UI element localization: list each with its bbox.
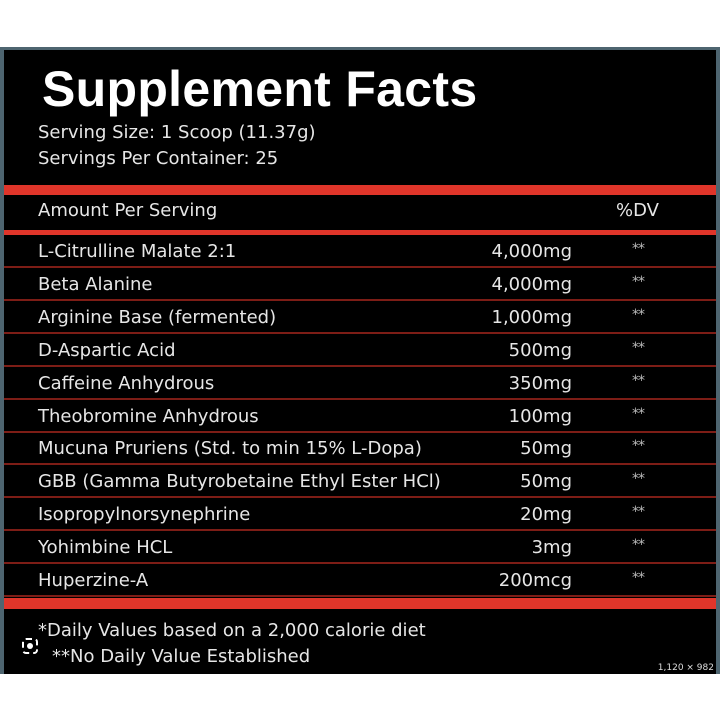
ingredient-name: Arginine Base (fermented) <box>38 306 277 328</box>
divider-header <box>4 230 716 235</box>
ingredient-dv: ** <box>632 537 645 554</box>
ingredient-name: D-Aspartic Acid <box>38 339 176 361</box>
ingredient-amount: 200mcg <box>498 570 572 591</box>
image-dimensions: 1,120 × 982 <box>657 663 714 673</box>
divider-thick <box>4 185 716 195</box>
ingredient-name: Theobromine Anhydrous <box>38 405 259 427</box>
ingredient-amount: 3mg <box>531 537 572 559</box>
ingredient-amount: 50mg <box>520 471 572 493</box>
ingredient-dv: ** <box>632 339 645 356</box>
servings-per-container: Servings Per Container: 25 <box>38 148 279 169</box>
footnote-no-dv: **No Daily Value Established <box>52 646 311 667</box>
ingredient-amount: 100mg <box>508 405 572 427</box>
ingredient-dv: ** <box>632 241 645 257</box>
ingredient-row: Caffeine Anhydrous 350mg ** <box>4 368 716 400</box>
label-body: Supplement Facts Serving Size: 1 Scoop (… <box>4 50 716 674</box>
supplement-facts-panel: Supplement Facts Serving Size: 1 Scoop (… <box>0 47 720 674</box>
ingredient-amount: 1,000mg <box>491 306 573 328</box>
ingredient-row: Arginine Base (fermented) 1,000mg ** <box>4 302 716 334</box>
label-title: Supplement Facts <box>42 61 478 117</box>
dv-header: %DV <box>616 200 659 221</box>
ingredient-name: GBB (Gamma Butyrobetaine Ethyl Ester HCl… <box>38 471 441 493</box>
ingredient-dv: ** <box>632 372 645 389</box>
ingredient-dv: ** <box>632 471 645 488</box>
ingredient-amount: 50mg <box>520 438 572 460</box>
ingredient-row: GBB (Gamma Butyrobetaine Ethyl Ester HCl… <box>4 466 716 499</box>
ingredient-dv: ** <box>632 306 645 323</box>
ingredient-row: Isopropylnorsynephrine 20mg ** <box>4 499 716 532</box>
footnote-daily-values: *Daily Values based on a 2,000 calorie d… <box>38 620 426 641</box>
ingredient-name: L-Citrulline Malate 2:1 <box>38 241 237 262</box>
ingredient-row: Huperzine-A 200mcg ** <box>4 565 716 597</box>
ingredient-name: Beta Alanine <box>38 273 153 295</box>
ingredient-row: Theobromine Anhydrous 100mg ** <box>4 401 716 433</box>
ingredient-dv: ** <box>632 273 645 290</box>
ingredient-dv: ** <box>632 438 645 455</box>
ingredient-row: D-Aspartic Acid 500mg ** <box>4 335 716 367</box>
ingredient-row: Beta Alanine 4,000mg ** <box>4 269 716 301</box>
visual-search-icon[interactable] <box>22 638 38 654</box>
ingredient-dv: ** <box>632 504 645 521</box>
ingredient-name: Caffeine Anhydrous <box>38 372 215 394</box>
ingredient-row: L-Citrulline Malate 2:1 4,000mg ** <box>4 236 716 268</box>
ingredient-name: Isopropylnorsynephrine <box>38 504 251 526</box>
ingredient-row: Mucuna Pruriens (Std. to min 15% L-Dopa)… <box>4 433 716 466</box>
ingredient-amount: 20mg <box>520 504 572 526</box>
ingredient-row: Yohimbine HCL 3mg ** <box>4 532 716 565</box>
ingredient-name: Mucuna Pruriens (Std. to min 15% L-Dopa) <box>38 438 422 460</box>
ingredient-dv: ** <box>632 405 645 422</box>
amount-per-serving-header: Amount Per Serving <box>38 200 218 221</box>
ingredient-dv: ** <box>632 570 645 586</box>
divider-bottom <box>4 598 716 609</box>
ingredient-amount: 350mg <box>508 372 572 394</box>
ingredient-name: Yohimbine HCL <box>38 537 173 559</box>
ingredient-amount: 4,000mg <box>491 273 573 295</box>
ingredient-amount: 4,000mg <box>491 241 573 262</box>
ingredient-name: Huperzine-A <box>38 570 149 591</box>
ingredient-amount: 500mg <box>508 339 572 361</box>
serving-size: Serving Size: 1 Scoop (11.37g) <box>38 122 316 143</box>
